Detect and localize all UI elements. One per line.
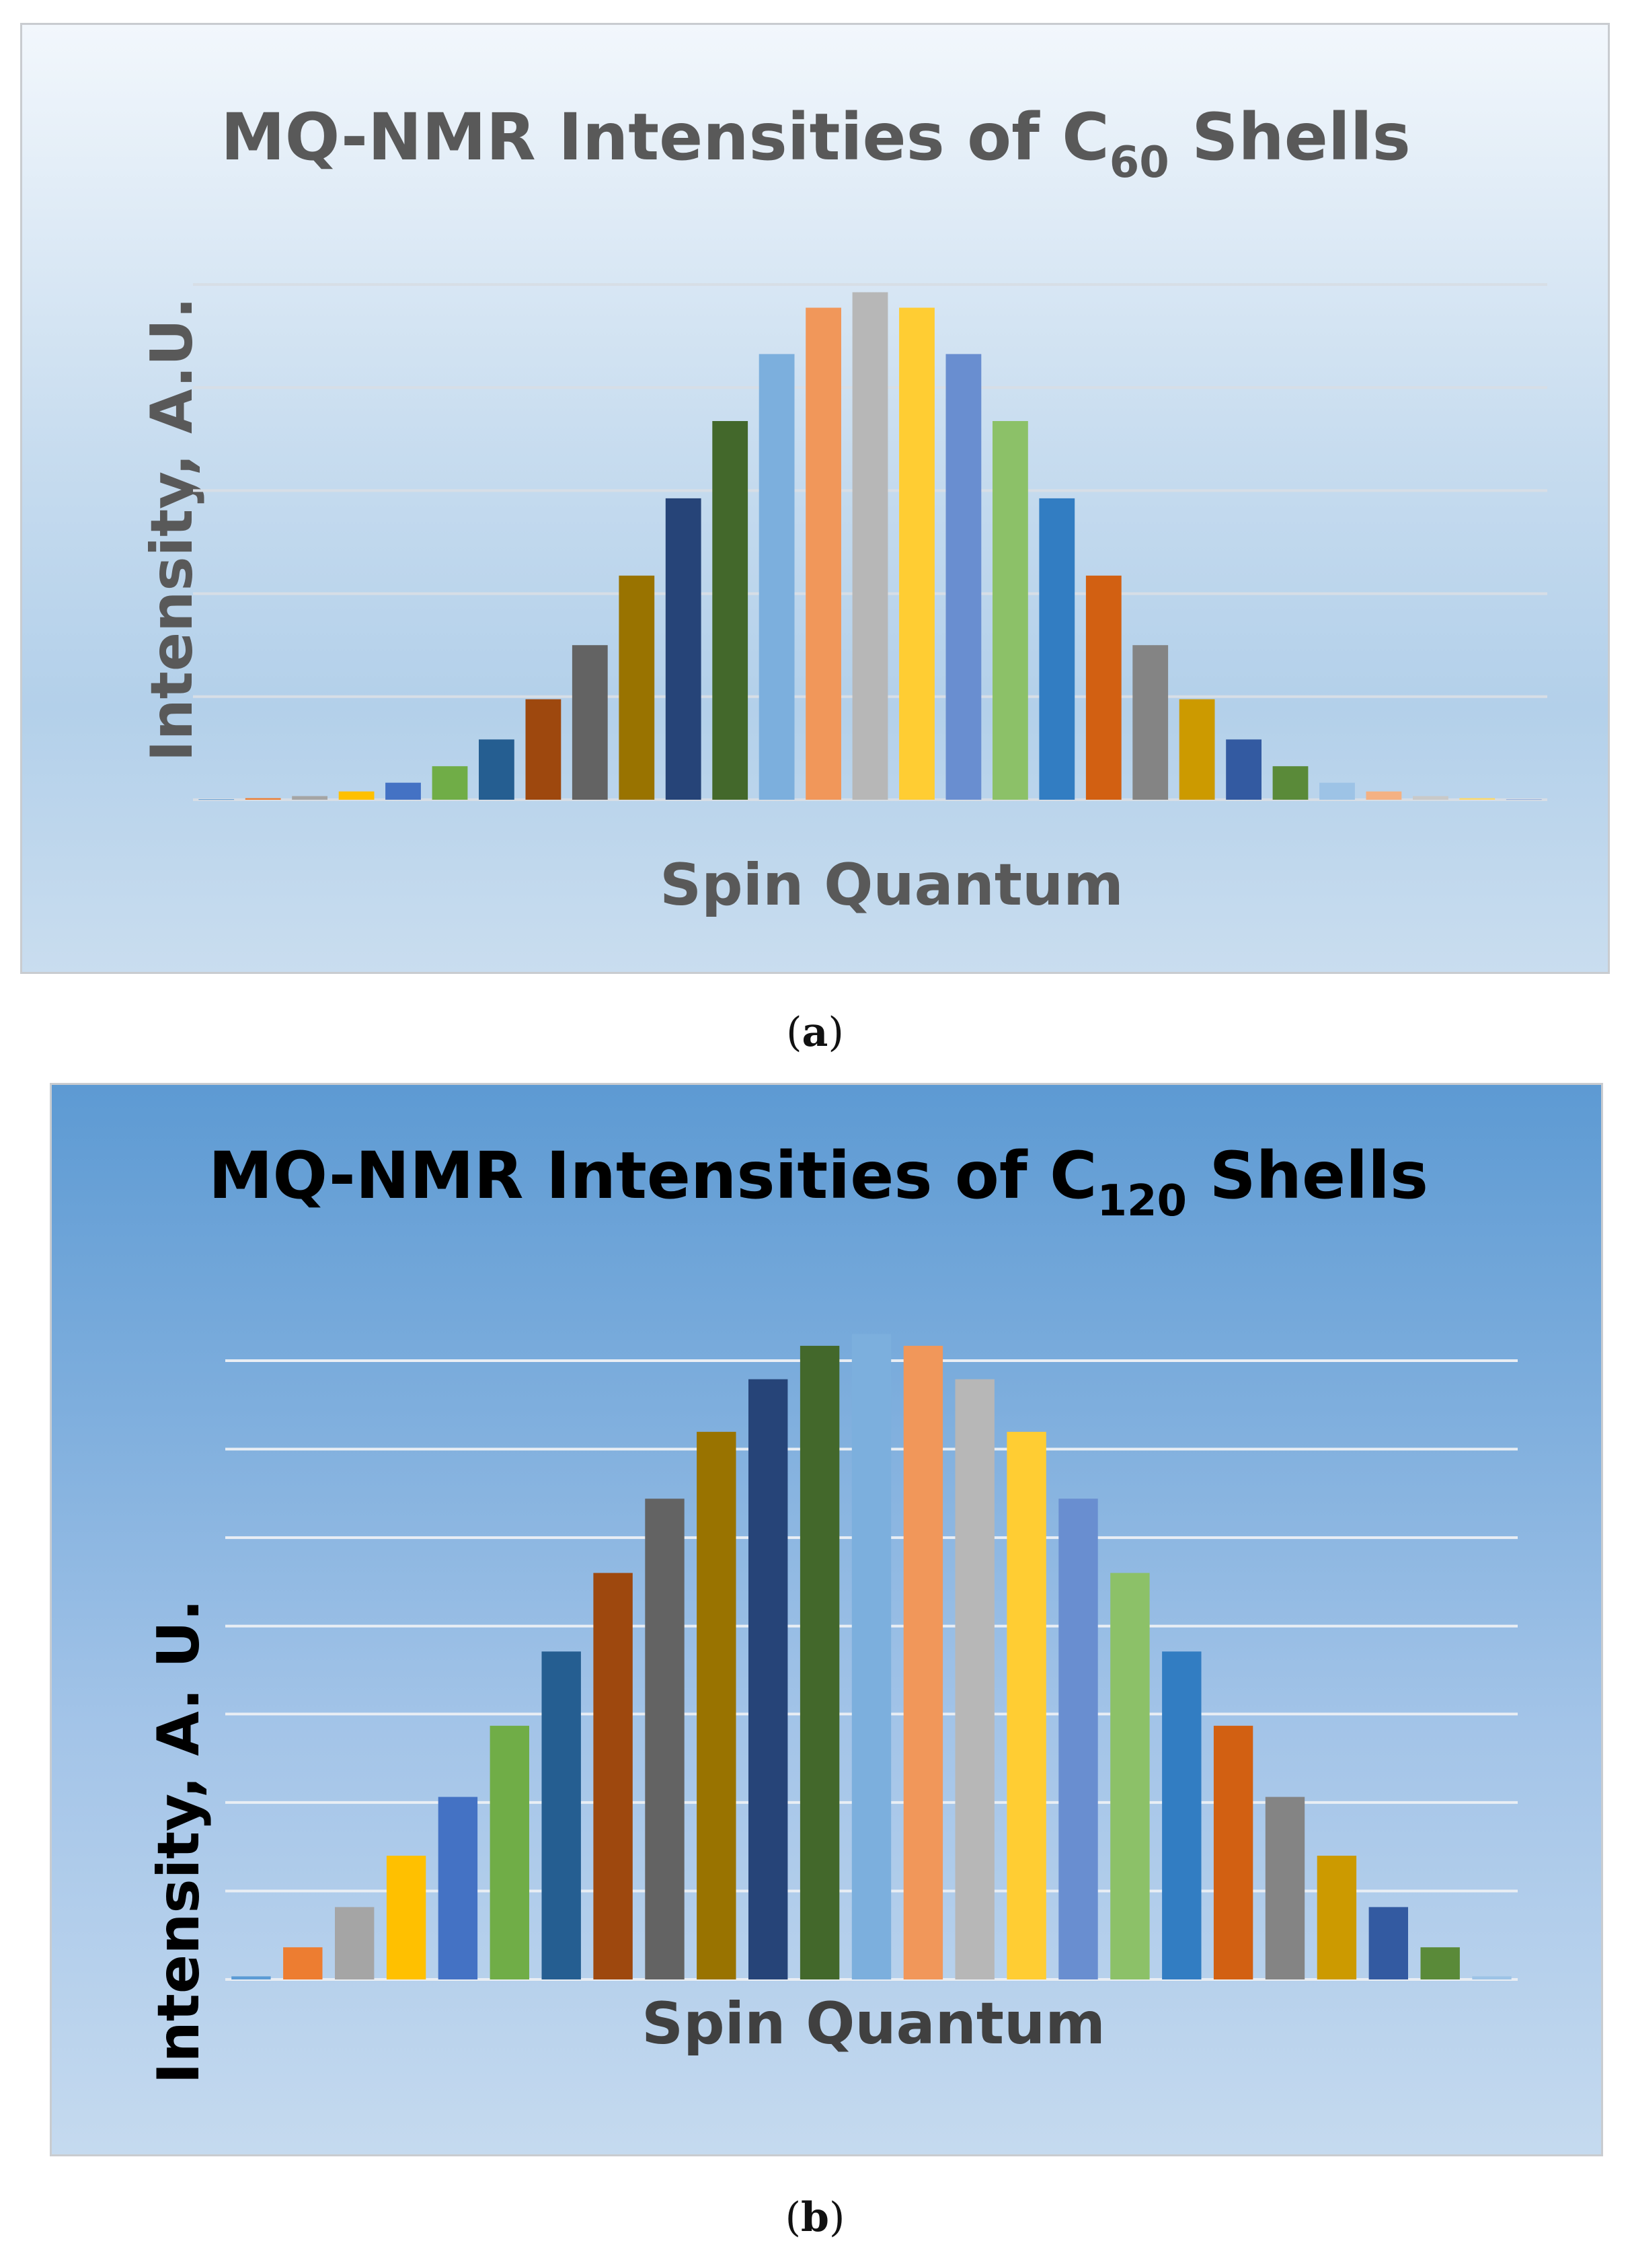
bar-6 xyxy=(432,766,468,800)
bar-20 xyxy=(1085,575,1122,800)
bar-23 xyxy=(1368,1907,1408,1979)
bar-28 xyxy=(1459,798,1496,800)
bar-6 xyxy=(490,1725,529,1979)
bar-25 xyxy=(1472,1976,1512,1979)
caption-a: (a) xyxy=(786,1009,844,1056)
chart-a-title: MQ-NMR Intensities of C60 Shells xyxy=(221,100,1411,188)
bar-22 xyxy=(1179,699,1215,800)
bar-13 xyxy=(851,1334,892,1979)
bar-19 xyxy=(1039,498,1075,800)
chart-b-title: MQ-NMR Intensities of C120 Shells xyxy=(208,1138,1428,1226)
chart-panel-a: MQ-NMR Intensities of C60 Shells Intensi… xyxy=(20,23,1610,974)
bar-17 xyxy=(945,354,982,800)
chart-b-svg: MQ-NMR Intensities of C120 Shells Intens… xyxy=(145,1138,1518,2084)
bar-4 xyxy=(386,1856,426,1979)
bar-16 xyxy=(1007,1431,1046,1979)
bar-23 xyxy=(1226,739,1262,800)
bar-14 xyxy=(806,307,841,800)
bar-12 xyxy=(800,1345,840,1979)
chart-panel-b: MQ-NMR Intensities of C120 Shells Intens… xyxy=(50,1083,1603,2156)
bar-26 xyxy=(1366,791,1402,800)
bar-5 xyxy=(385,782,421,800)
bar-15 xyxy=(955,1379,995,1979)
bar-11 xyxy=(748,1379,788,1979)
bar-16 xyxy=(899,307,935,800)
bar-7 xyxy=(479,739,514,800)
bar-1 xyxy=(231,1976,271,1979)
bar-1 xyxy=(198,799,235,800)
bar-10 xyxy=(619,575,655,800)
bar-15 xyxy=(852,292,888,800)
bar-14 xyxy=(903,1345,943,1979)
bar-20 xyxy=(1213,1725,1253,1979)
chart-b-xlabel: Spin Quantum xyxy=(642,1990,1105,2057)
caption-b: (b) xyxy=(785,2194,845,2241)
bar-10 xyxy=(697,1431,736,1979)
bar-4 xyxy=(338,791,375,800)
bar-9 xyxy=(645,1499,685,1979)
bar-11 xyxy=(665,498,701,800)
bar-8 xyxy=(525,699,561,800)
chart-a-bars xyxy=(198,292,1542,800)
bar-3 xyxy=(292,796,327,800)
bar-12 xyxy=(712,421,748,800)
chart-a-ylabel: Intensity, A.U. xyxy=(139,297,206,762)
chart-b-ylabel: Intensity, A. U. xyxy=(145,1599,212,2084)
bar-24 xyxy=(1420,1947,1460,1979)
bar-7 xyxy=(541,1651,581,1979)
bar-27 xyxy=(1413,796,1448,800)
bar-18 xyxy=(993,421,1028,800)
bar-3 xyxy=(335,1907,375,1979)
chart-b-bars xyxy=(231,1334,1512,1979)
bar-21 xyxy=(1132,645,1169,800)
chart-a-xlabel: Spin Quantum xyxy=(660,852,1124,919)
bar-9 xyxy=(572,645,608,800)
bar-5 xyxy=(438,1797,478,1979)
bar-19 xyxy=(1162,1651,1202,1979)
bar-22 xyxy=(1317,1856,1357,1979)
bar-13 xyxy=(759,354,795,800)
bar-25 xyxy=(1319,782,1355,800)
bar-18 xyxy=(1110,1573,1150,1979)
chart-a-svg: MQ-NMR Intensities of C60 Shells Intensi… xyxy=(139,100,1547,919)
bar-17 xyxy=(1058,1499,1098,1979)
bar-24 xyxy=(1272,766,1309,800)
bar-2 xyxy=(283,1947,323,1979)
bar-8 xyxy=(593,1573,633,1979)
bar-2 xyxy=(245,798,281,800)
bar-29 xyxy=(1506,799,1542,800)
bar-21 xyxy=(1265,1797,1305,1979)
